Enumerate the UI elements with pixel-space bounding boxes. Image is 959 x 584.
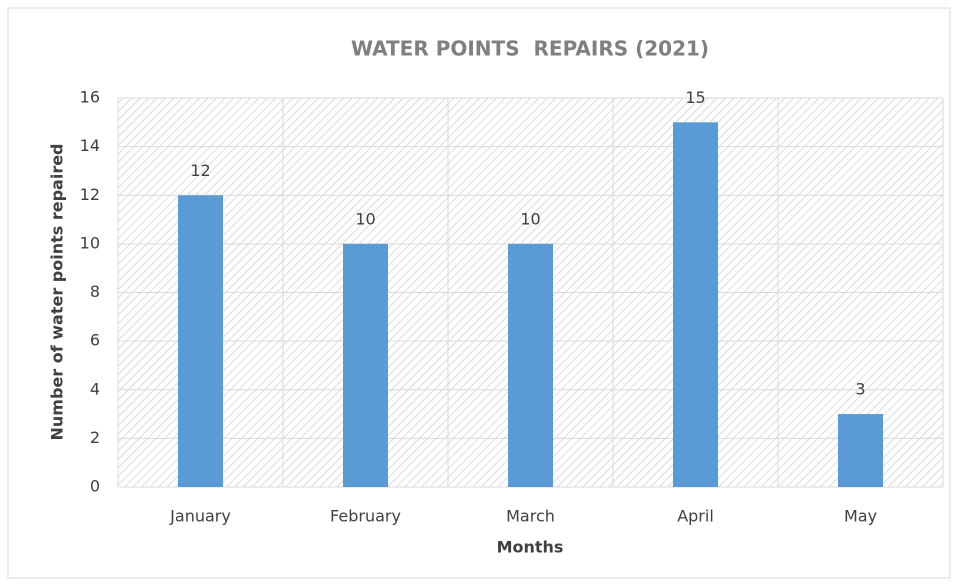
data-label: 3 xyxy=(855,380,865,399)
x-tick-label: March xyxy=(506,507,555,526)
bar xyxy=(178,195,223,487)
x-axis-title: Months xyxy=(497,538,564,557)
data-label: 10 xyxy=(520,209,540,228)
data-label: 10 xyxy=(355,209,375,228)
y-tick-label: 2 xyxy=(90,428,100,447)
bar xyxy=(508,243,553,487)
y-tick-label: 16 xyxy=(80,88,100,107)
y-tick-label: 10 xyxy=(80,233,100,252)
data-label: 12 xyxy=(190,161,210,180)
bar xyxy=(838,414,883,487)
y-tick-label: 4 xyxy=(90,379,100,398)
y-tick-label: 8 xyxy=(90,282,100,301)
chart-title: WATER POINTS REPAIRS (2021) xyxy=(351,37,709,61)
y-tick-label: 0 xyxy=(90,477,100,496)
x-tick-label: February xyxy=(330,507,401,526)
y-tick-label: 6 xyxy=(90,331,100,350)
x-tick-label: January xyxy=(169,507,231,526)
bar xyxy=(343,243,388,487)
data-label: 15 xyxy=(685,88,705,107)
x-tick-label: April xyxy=(677,507,714,526)
y-axis-title: Number of water points repaired xyxy=(48,143,67,440)
bar xyxy=(673,122,718,487)
x-tick-label: May xyxy=(844,507,877,526)
y-tick-label: 14 xyxy=(80,136,100,155)
y-tick-label: 12 xyxy=(80,185,100,204)
